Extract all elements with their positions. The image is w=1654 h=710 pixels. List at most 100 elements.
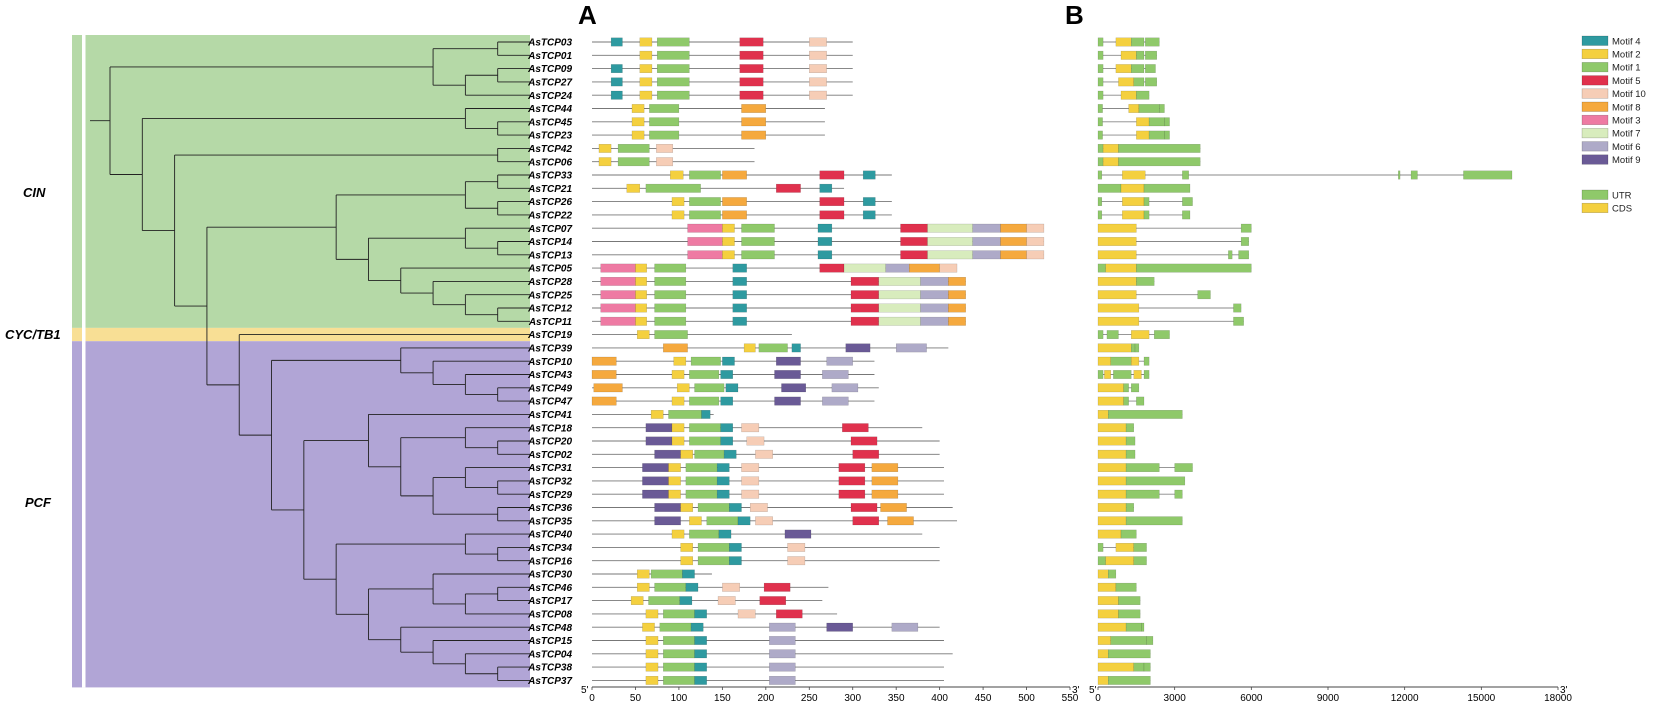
motif-4-box <box>729 503 742 512</box>
motif-4-box <box>716 489 730 499</box>
motif-1-box <box>663 649 695 659</box>
motif-7-box <box>878 303 921 313</box>
cds-box <box>1102 143 1119 153</box>
axis-b-tick-label: 12000 <box>1391 693 1419 704</box>
motif-4-box <box>729 543 742 552</box>
motif-1-box <box>656 90 690 100</box>
utr-box <box>1133 556 1147 566</box>
legend-swatch-cds <box>1581 202 1609 213</box>
motif-4-box <box>694 649 707 659</box>
utr-box <box>1145 77 1157 87</box>
axis-a-tick-label: 100 <box>671 693 688 704</box>
motif-10-box <box>656 157 674 167</box>
legend-swatch-motif <box>1581 114 1609 125</box>
motif-4-box <box>679 596 693 606</box>
motif-8-box <box>591 396 617 406</box>
gene-label: AsTCP26 <box>527 197 572 208</box>
motif-9-box <box>642 463 669 472</box>
motif-6-box <box>920 277 949 286</box>
motif-10-box <box>1026 237 1045 246</box>
motif-1-box <box>654 582 687 592</box>
motif-4-box <box>817 250 833 260</box>
motif-5-box <box>819 170 845 180</box>
motif-10-box <box>755 516 773 526</box>
cds-box <box>1097 250 1137 260</box>
gene-label: AsTCP33 <box>527 171 572 182</box>
motif-10-box <box>741 423 760 433</box>
gene-label: AsTCP31 <box>527 463 572 474</box>
motif-1-box <box>685 489 718 499</box>
cds-box <box>1115 64 1132 74</box>
motif-5-box <box>776 183 801 193</box>
motif-4-box <box>694 662 707 672</box>
gene-label: AsTCP05 <box>527 264 572 275</box>
gene-label: AsTCP45 <box>527 117 572 128</box>
motif-4-box <box>720 370 733 379</box>
cds-box <box>1122 197 1145 206</box>
motif-10-box <box>787 543 806 552</box>
utr-box <box>1118 596 1141 606</box>
legend-swatch-motif <box>1581 35 1609 46</box>
motif-5-box <box>850 290 879 300</box>
utr-box <box>1125 622 1142 632</box>
motif-2-box <box>722 223 735 233</box>
motif-2-box <box>639 90 653 100</box>
utr-box <box>1154 330 1170 339</box>
utr-box <box>1097 117 1103 127</box>
utr-box <box>1108 410 1183 419</box>
axis-a-tick-label: 350 <box>888 693 905 704</box>
cds-box <box>1097 569 1109 579</box>
motif-2-box <box>671 436 685 446</box>
motif-4-box <box>732 290 747 300</box>
utr-box <box>1125 423 1134 433</box>
utr-box <box>1134 343 1140 353</box>
motif-2-box <box>635 277 647 286</box>
motif-4-box <box>732 263 747 273</box>
motif-1-box <box>617 143 650 153</box>
motif-8-box <box>591 356 617 366</box>
utr-box <box>1238 250 1249 260</box>
cds-box <box>1115 37 1132 47</box>
motif-6-box <box>769 649 796 659</box>
cds-box <box>1097 503 1127 512</box>
cds-box <box>1105 263 1137 273</box>
axis-b-tick-label: 18000 <box>1544 693 1572 704</box>
axis-b-end-label: 3' <box>1560 685 1568 696</box>
motif-5-box <box>850 277 879 286</box>
motif-1-box <box>689 370 720 379</box>
gene-name-list: AsTCP03 AsTCP01 AsTCP09 AsTCP27 AsTCP24 AsTCP… <box>527 38 572 687</box>
utr-box <box>1143 197 1150 206</box>
motif-1-box <box>617 157 650 167</box>
motif-10-box <box>755 449 773 459</box>
motif-1-box <box>654 303 687 313</box>
utr-box <box>1131 37 1145 47</box>
motif-4-box <box>610 64 623 74</box>
axis-b-tick-label: 0 <box>1095 693 1101 704</box>
motif-1-box <box>697 556 730 566</box>
utr-box <box>1110 636 1147 645</box>
utr-box <box>1143 210 1150 220</box>
motif-2-box <box>671 197 685 206</box>
motif-2-box <box>743 343 756 353</box>
gene-label: AsTCP49 <box>527 383 572 394</box>
utr-box <box>1143 370 1150 379</box>
axis-a-tick-label: 0 <box>589 693 595 704</box>
motif-1-box <box>741 250 775 260</box>
legend-label-motif: Motif 6 <box>1612 142 1641 153</box>
cds-box <box>1097 463 1127 472</box>
axis-a-tick-label: 200 <box>757 693 774 704</box>
motif-4-box <box>694 676 707 685</box>
motif-6-box <box>769 636 796 645</box>
motif-4-box <box>862 210 876 220</box>
motif-1-box <box>689 423 721 433</box>
utr-box <box>1097 170 1103 180</box>
motif-2-box <box>645 609 659 619</box>
motif-2-box <box>645 662 659 672</box>
motif-4-box <box>720 396 733 406</box>
utr-box <box>1148 130 1165 140</box>
axis-b-tick-label: 3000 <box>1164 693 1187 704</box>
utr-box <box>1145 37 1160 47</box>
legend-label-motif: Motif 10 <box>1612 89 1646 100</box>
motif-6-box <box>972 250 1001 260</box>
